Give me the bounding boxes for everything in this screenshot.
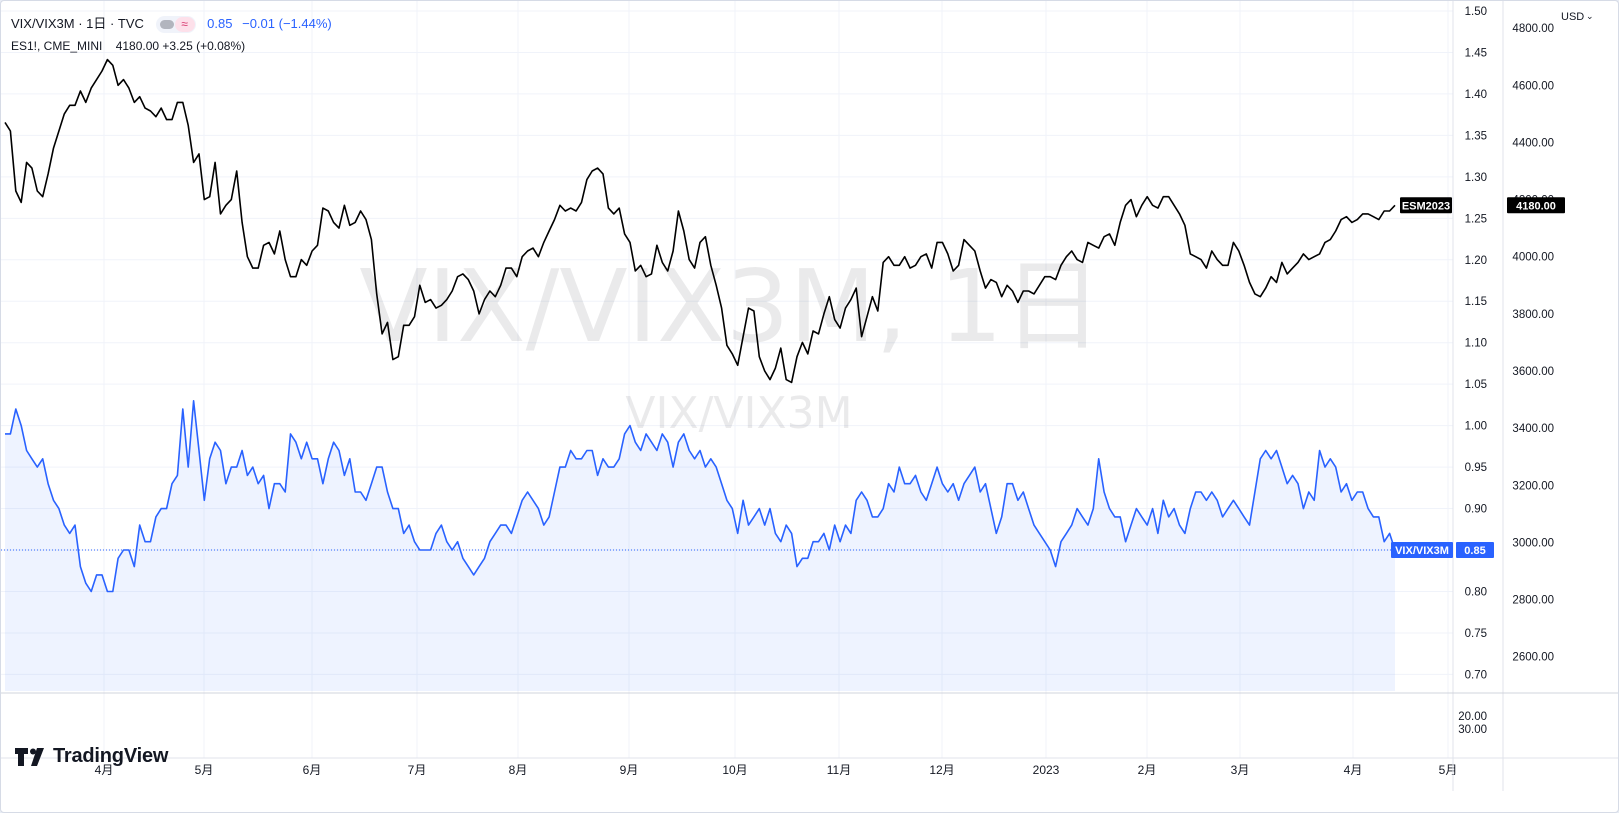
main-value: 0.85: [207, 16, 233, 31]
ratio-tick-label: 1.50: [1465, 6, 1487, 18]
x-tick-label: 2023: [1033, 763, 1060, 777]
tradingview-logo-icon: [15, 747, 47, 766]
es-tick-label: 3000.00: [1512, 537, 1554, 549]
watermark-main: VIX/VIX3M, 1日: [359, 248, 1103, 365]
grid-lines: [1, 1, 1453, 758]
ratio-tick-label: 1.25: [1465, 213, 1487, 225]
x-tick-label: 4月: [95, 763, 114, 777]
ratio-name-badge-bg: [1391, 542, 1453, 559]
ratio-tick-label: 1.10: [1465, 338, 1487, 350]
ratio-tick-label: 0.90: [1465, 504, 1487, 516]
currency-label[interactable]: USD: [1561, 11, 1584, 23]
es-tick-label: 4400.00: [1512, 137, 1554, 149]
es-tick-label: 4800.00: [1512, 23, 1554, 35]
x-tick-label: 6月: [303, 763, 322, 777]
lower-tick-label: 30.00: [1458, 724, 1487, 736]
ratio-tick-label: 1.45: [1465, 47, 1487, 59]
es-tick-label: 4600.00: [1512, 80, 1554, 92]
x-tick-label: 8月: [509, 763, 528, 777]
es-tick-label: 3800.00: [1512, 309, 1554, 321]
x-tick-label: 7月: [408, 763, 427, 777]
es-tick-label: 3400.00: [1512, 423, 1554, 435]
x-tick-label: 5月: [195, 763, 214, 777]
x-tick-label: 5月: [1439, 763, 1458, 777]
ratio-price-badge: 0.85: [1464, 545, 1485, 557]
ratio-tick-label: 1.00: [1465, 421, 1487, 433]
es-tick-label: 3600.00: [1512, 366, 1554, 378]
x-tick-label: 4月: [1344, 763, 1363, 777]
es-tick-label: 4000.00: [1512, 252, 1554, 264]
legend-second-row: ES1!, CME_MINI 4180.00 +3.25 (+0.08%): [11, 39, 245, 53]
ratio-tick-label: 0.95: [1465, 462, 1487, 474]
es-tick-label: 2800.00: [1512, 595, 1554, 607]
axes: 4月 5月 6月 7月 8月 9月 10月 11月 12月 2023 2月 3月 4月 5月 1.50 1.4…: [1, 1, 1618, 791]
ratio-line: [5, 400, 1396, 593]
ratio-name-badge: VIX/VIX3M: [1395, 545, 1449, 557]
legend-main-row: VIX/VIX3M · 1日 · TVC ≈ 0.85 −0.01 (−1.44…: [11, 13, 332, 34]
main-symbol-label[interactable]: VIX/VIX3M · 1日 · TVC: [11, 16, 144, 31]
second-value: 4180.00 +3.25 (+0.08%): [115, 39, 246, 53]
ratio-tick-label: 1.40: [1465, 89, 1487, 101]
ratio-tick-label: 1.30: [1465, 172, 1487, 184]
es-price-badge: 4180.00: [1516, 200, 1556, 212]
ratio-tick-label: 1.20: [1465, 255, 1487, 267]
main-change: −0.01 (−1.44%): [242, 16, 332, 31]
x-tick-label: 11月: [827, 763, 851, 777]
second-symbol-label[interactable]: ES1!, CME_MINI: [11, 39, 103, 53]
visibility-toggle-icon[interactable]: ≈: [155, 16, 196, 34]
es-price-line: [4, 58, 1396, 384]
x-tick-label: 12月: [929, 763, 954, 777]
x-tick-label: 10月: [722, 763, 747, 777]
lower-tick-label: 20.00: [1458, 711, 1487, 723]
es-name-badge: ESM2023: [1402, 200, 1450, 212]
brand-name: TradingView: [53, 745, 169, 767]
ratio-tick-label: 1.35: [1465, 130, 1487, 142]
es-tick-label: 2600.00: [1512, 652, 1554, 664]
ratio-tick-label: 0.75: [1465, 628, 1487, 640]
brand-logo[interactable]: TradingView: [15, 745, 168, 768]
watermark-sub: VIX/VIX3M: [625, 388, 852, 439]
chevron-down-icon[interactable]: ⌄: [1586, 11, 1594, 21]
ratio-tick-label: 0.80: [1465, 586, 1487, 598]
ratio-area-fill: [5, 400, 1395, 691]
ratio-tick-label: 0.70: [1465, 669, 1487, 681]
ratio-tick-label: 1.05: [1465, 379, 1487, 391]
x-tick-label: 2月: [1138, 763, 1157, 777]
ratio-price-badge-bg: [1456, 542, 1494, 559]
es-name-badge-bg: [1400, 197, 1452, 214]
x-tick-label: 9月: [620, 763, 639, 777]
price-badges: ESM2023 4180.00 VIX/VIX3M 0.85: [1391, 197, 1565, 559]
es-tick-label: 3200.00: [1512, 480, 1554, 492]
ratio-tick-label: 1.15: [1465, 296, 1487, 308]
es-price-badge-bg: [1507, 197, 1565, 214]
x-tick-label: 3月: [1231, 763, 1250, 777]
